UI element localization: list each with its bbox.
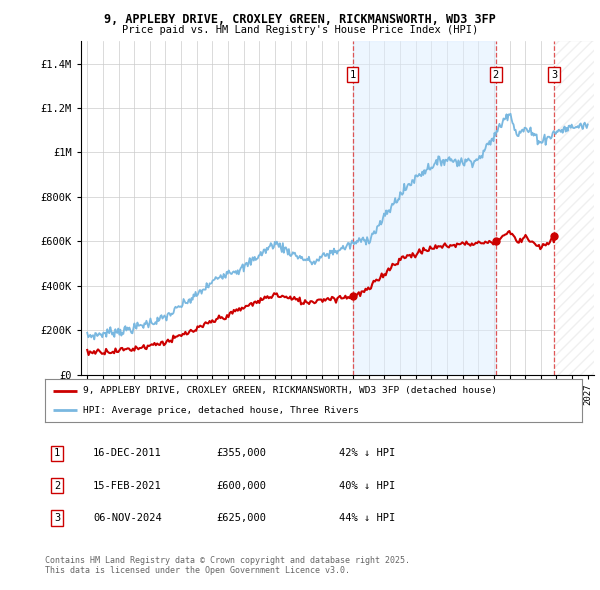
Text: 2: 2 (54, 481, 60, 490)
Text: 15-FEB-2021: 15-FEB-2021 (93, 481, 162, 490)
Text: 9, APPLEBY DRIVE, CROXLEY GREEN, RICKMANSWORTH, WD3 3FP: 9, APPLEBY DRIVE, CROXLEY GREEN, RICKMAN… (104, 13, 496, 26)
Text: 40% ↓ HPI: 40% ↓ HPI (339, 481, 395, 490)
Text: Contains HM Land Registry data © Crown copyright and database right 2025.
This d: Contains HM Land Registry data © Crown c… (45, 556, 410, 575)
Text: Price paid vs. HM Land Registry's House Price Index (HPI): Price paid vs. HM Land Registry's House … (122, 25, 478, 35)
Text: 3: 3 (54, 513, 60, 523)
Text: £600,000: £600,000 (216, 481, 266, 490)
Text: £625,000: £625,000 (216, 513, 266, 523)
Bar (554, 41, 596, 375)
Text: HPI: Average price, detached house, Three Rivers: HPI: Average price, detached house, Thre… (83, 406, 359, 415)
Text: £355,000: £355,000 (216, 448, 266, 458)
Text: 2: 2 (493, 70, 499, 80)
Text: 16-DEC-2011: 16-DEC-2011 (93, 448, 162, 458)
Text: 44% ↓ HPI: 44% ↓ HPI (339, 513, 395, 523)
Text: 9, APPLEBY DRIVE, CROXLEY GREEN, RICKMANSWORTH, WD3 3FP (detached house): 9, APPLEBY DRIVE, CROXLEY GREEN, RICKMAN… (83, 386, 497, 395)
Text: 1: 1 (349, 70, 356, 80)
Bar (554, 41, 596, 375)
Text: 1: 1 (54, 448, 60, 458)
Bar (353, 41, 496, 375)
Text: 06-NOV-2024: 06-NOV-2024 (93, 513, 162, 523)
Text: 3: 3 (551, 70, 557, 80)
Text: 42% ↓ HPI: 42% ↓ HPI (339, 448, 395, 458)
